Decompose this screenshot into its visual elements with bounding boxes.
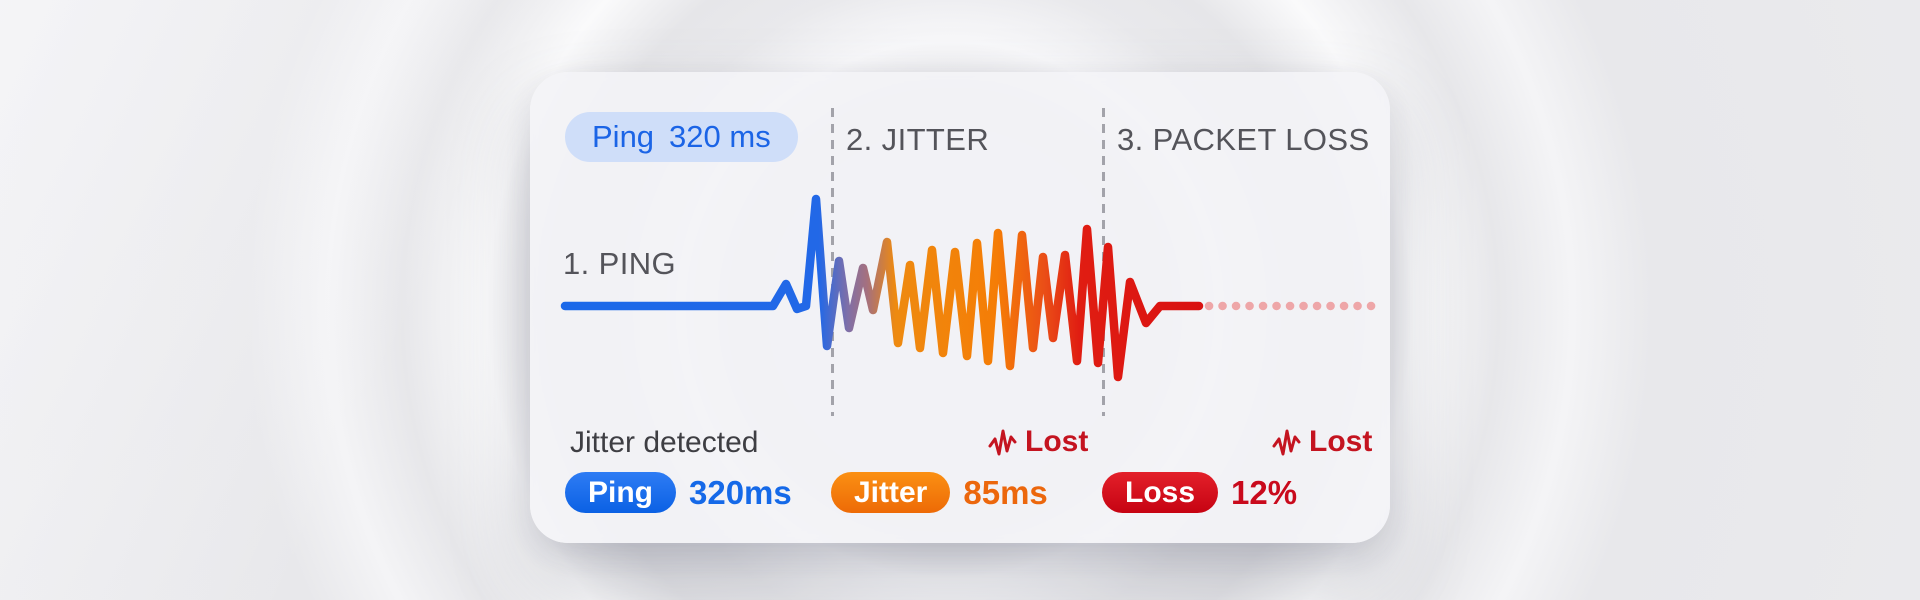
pulse-icon	[1272, 429, 1301, 456]
lost-label: Lost	[1025, 425, 1089, 458]
ping-value: 320ms	[689, 473, 792, 511]
loss-value: 12%	[1231, 473, 1298, 511]
ping-status-badge: Ping 320 ms	[565, 112, 798, 162]
lost-label: Lost	[1309, 425, 1373, 458]
metric-loss: Loss 12%	[1102, 472, 1297, 513]
latency-waveform	[560, 194, 1387, 382]
ping-badge-label: Ping	[592, 119, 655, 154]
jitter-boundary-dashed-line	[831, 108, 834, 416]
pulse-icon	[988, 429, 1017, 456]
metric-ping: Ping 320ms	[565, 472, 792, 513]
jitter-value: 85ms	[963, 473, 1048, 511]
jitter-detected-note: Jitter detected	[570, 426, 759, 459]
stage-label-jitter: 2. JITTER	[846, 122, 990, 157]
jitter-pill: Jitter	[831, 472, 951, 513]
stage-label-ping: 1. PING	[563, 246, 677, 281]
loss-pill: Loss	[1102, 472, 1219, 513]
waveform-line	[560, 194, 1204, 382]
ping-pill: Ping	[565, 472, 676, 513]
ping-badge-value: 320 ms	[669, 119, 771, 154]
lost-annotation-jitter: Lost	[988, 427, 1088, 457]
lost-annotation-packet-loss: Lost	[1272, 427, 1372, 457]
stage-label-packet-loss: 3. PACKET LOSS	[1117, 122, 1370, 157]
network-diagnostics-card: Ping 320 ms 1. PING 2. JITTER 3. PACKET …	[530, 72, 1390, 543]
metric-jitter: Jitter 85ms	[831, 472, 1048, 513]
